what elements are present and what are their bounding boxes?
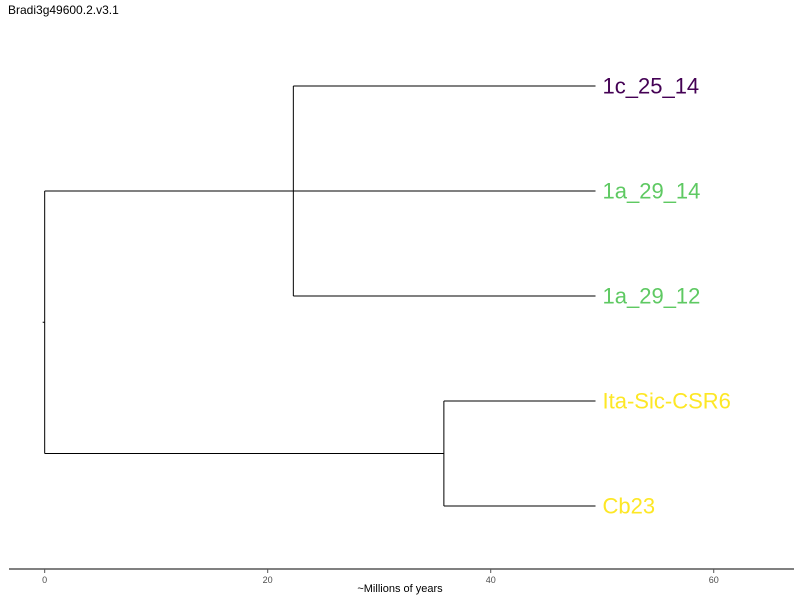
x-tick-label: 0 [42, 575, 47, 585]
leaf-label: Cb23 [603, 494, 656, 519]
x-tick-label: 40 [486, 575, 496, 585]
x-axis: 0 20 40 60 [9, 568, 794, 585]
x-axis-label: ~Millions of years [357, 583, 443, 595]
leaf-label: 1c_25_14 [603, 74, 700, 99]
x-tick-label: 20 [263, 575, 273, 585]
leaf-labels: 1c_25_14 1a_29_14 1a_29_12 Ita-Sic-CSR6 Cb23 [603, 74, 731, 519]
x-tick-label: 60 [709, 575, 719, 585]
leaf-label: 1a_29_14 [603, 179, 701, 204]
leaf-label: Ita-Sic-CSR6 [603, 389, 731, 414]
leaf-label: 1a_29_12 [603, 284, 701, 309]
branches [42, 85, 596, 507]
chart-title: Bradi3g49600.2.v3.1 [8, 3, 119, 17]
